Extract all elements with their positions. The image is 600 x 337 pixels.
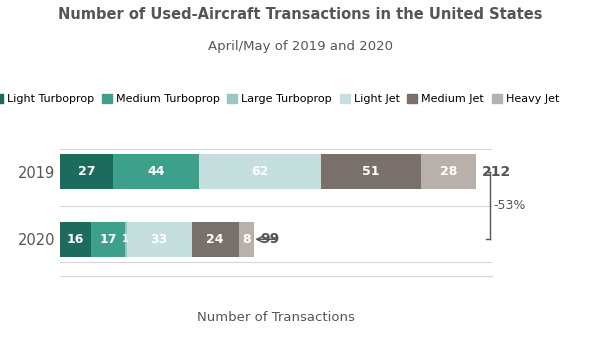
Bar	[199, 154, 321, 189]
Text: 24: 24	[206, 233, 224, 246]
Legend: Light Turboprop, Medium Turboprop, Large Turboprop, Light Jet, Medium Jet, Heavy: Light Turboprop, Medium Turboprop, Large…	[0, 90, 563, 109]
Text: 28: 28	[440, 165, 457, 178]
Bar	[125, 222, 127, 257]
Bar	[421, 154, 476, 189]
Text: 62: 62	[251, 165, 269, 178]
Bar	[239, 222, 254, 257]
Bar	[60, 222, 91, 257]
Bar	[91, 222, 125, 257]
Bar	[113, 154, 199, 189]
Text: 1: 1	[122, 234, 129, 244]
Text: 99: 99	[260, 232, 280, 246]
Text: 17: 17	[100, 233, 117, 246]
Text: Number of Used-Aircraft Transactions in the United States: Number of Used-Aircraft Transactions in …	[58, 7, 542, 22]
Bar	[60, 154, 113, 189]
Text: April/May of 2019 and 2020: April/May of 2019 and 2020	[208, 40, 392, 54]
Text: 51: 51	[362, 165, 380, 178]
Bar	[127, 222, 191, 257]
Text: 44: 44	[148, 165, 165, 178]
Text: Number of Transactions: Number of Transactions	[197, 310, 355, 324]
Text: 33: 33	[151, 233, 168, 246]
Bar	[191, 222, 239, 257]
Text: 16: 16	[67, 233, 85, 246]
Bar	[321, 154, 421, 189]
Text: 212: 212	[482, 165, 511, 179]
Text: 8: 8	[242, 233, 251, 246]
Text: 27: 27	[78, 165, 95, 178]
Text: -53%: -53%	[493, 199, 526, 212]
